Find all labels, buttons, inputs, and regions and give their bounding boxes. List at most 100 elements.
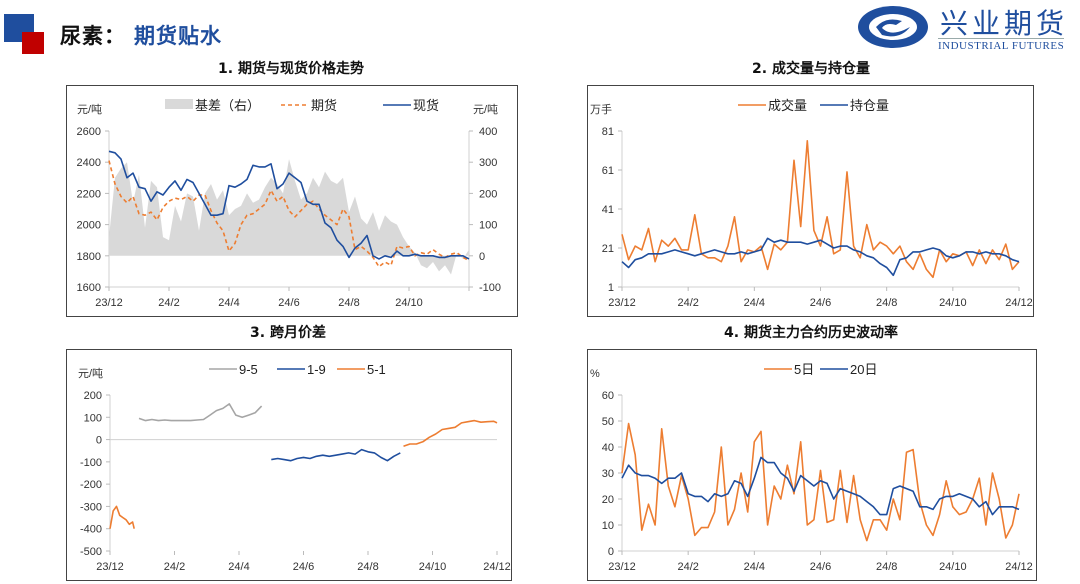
chart4-historical-volatility: 0 10 20 30 40 50 60% 23/12 24/2 24/4 24/6 24/8 24/10…: [587, 349, 1037, 581]
logo-english-name: INDUSTRIAL FUTURES: [938, 38, 1065, 52]
x-tick-label: 24/2: [677, 561, 698, 573]
page-title-accent: 期货贴水: [134, 24, 222, 48]
y-tick-label: -200: [80, 479, 102, 491]
y2-axis-unit: 元/吨: [473, 103, 498, 116]
y2-tick-label: 300: [479, 157, 497, 169]
y-tick-label: 20: [602, 494, 614, 506]
y-tick-label: 2200: [77, 188, 101, 200]
y-tick-label: 100: [84, 412, 102, 424]
y-tick-label: 10: [602, 520, 614, 532]
y2-tick-label: 100: [479, 220, 497, 232]
y-tick-label: 40: [602, 442, 614, 454]
x-tick-label: 23/12: [608, 561, 636, 573]
chart3-title: 3. 跨月价差: [250, 325, 326, 341]
x-tick-label: 24/6: [278, 297, 299, 309]
legend-label: 20日: [850, 362, 877, 377]
x-tick-label: 24/12: [1005, 561, 1033, 573]
page-title-prefix: 尿素：: [60, 24, 126, 48]
chart1-title: 1. 期货与现货价格走势: [218, 61, 364, 77]
x-tick-label: 24/4: [228, 561, 249, 573]
series-line: [108, 150, 470, 260]
legend-label: 基差（右）: [195, 98, 260, 113]
logo-swirl-icon: [858, 6, 928, 48]
y-tick-label: -500: [80, 546, 102, 558]
y-axis-unit: 元/吨: [77, 103, 102, 116]
x-tick-label: 24/4: [218, 297, 239, 309]
series-line: [621, 456, 1020, 516]
x-tick-label: 24/10: [419, 561, 447, 573]
x-tick-label: 24/10: [939, 561, 967, 573]
y-tick-label: 2400: [77, 157, 101, 169]
y-tick-label: 50: [602, 416, 614, 428]
chart3-plot: -500 -400 -300 -200 -100 0 100 200 元/吨 23/12 24/2 2…: [78, 362, 511, 573]
chart1-plot: 1600 1800 2000 2200 2400 2600 -100 0 100 200 300 40…: [77, 98, 502, 309]
y2-tick-label: 0: [479, 251, 485, 263]
x-tick-label: 23/12: [95, 297, 123, 309]
y-tick-label: -100: [80, 457, 102, 469]
series-line: [621, 422, 1020, 542]
legend-label: 9-5: [239, 362, 258, 377]
x-tick-label: 24/8: [876, 297, 897, 309]
basis-area: [109, 159, 469, 275]
x-tick-label: 23/12: [96, 561, 124, 573]
series-line: [108, 160, 470, 268]
chart1-price-trend: 1600 1800 2000 2200 2400 2600 -100 0 100 200 300 40…: [66, 85, 518, 317]
series-line: [621, 237, 1020, 277]
y-axis-unit: %: [590, 368, 600, 380]
x-tick-label: 24/10: [939, 297, 967, 309]
chart4-title: 4. 期货主力合约历史波动率: [724, 325, 898, 341]
legend-label: 5日: [794, 362, 814, 377]
series-line: [138, 403, 263, 422]
x-tick-label: 24/8: [338, 297, 359, 309]
x-tick-label: 24/4: [744, 561, 765, 573]
x-tick-label: 23/12: [608, 297, 636, 309]
y-tick-label: -400: [80, 524, 102, 536]
x-tick-label: 24/6: [810, 561, 831, 573]
x-tick-label: 24/2: [164, 561, 185, 573]
y-tick-label: 21: [602, 243, 614, 255]
y-tick-label: 41: [602, 204, 614, 216]
y-tick-label: 1800: [77, 251, 101, 263]
company-logo: 兴业期货 INDUSTRIAL FUTURES: [856, 2, 1080, 52]
y-tick-label: -300: [80, 501, 102, 513]
x-tick-label: 24/12: [1005, 297, 1033, 309]
y2-tick-label: 400: [479, 126, 497, 138]
y-tick-label: 2600: [77, 126, 101, 138]
x-tick-label: 24/8: [876, 561, 897, 573]
y-tick-label: 0: [608, 546, 614, 558]
chart3-calendar-spread: -500 -400 -300 -200 -100 0 100 200 元/吨 23/12 24/2 2…: [66, 349, 512, 581]
chart2-title: 2. 成交量与持仓量: [752, 61, 870, 77]
y-tick-label: 30: [602, 468, 614, 480]
page-title: 尿素： 期货贴水: [60, 20, 222, 50]
y2-tick-label: 200: [479, 188, 497, 200]
chart2-plot: 1 21 41 61 81 万手 23/12 24/2 24/4 24/6 24/8 24/10 24/…: [590, 98, 1033, 309]
chart4-plot: 0 10 20 30 40 50 60% 23/12 24/2 24/4 24/6 24/8 24/10…: [590, 362, 1033, 573]
y2-tick-label: -100: [479, 282, 501, 294]
x-tick-label: 24/12: [483, 561, 511, 573]
y-tick-label: 61: [602, 165, 614, 177]
y-tick-label: 1: [608, 282, 614, 294]
legend-swatch: [165, 99, 193, 109]
series-line: [109, 419, 498, 529]
x-tick-label: 24/10: [395, 297, 423, 309]
x-tick-label: 24/6: [810, 297, 831, 309]
logo-chinese-name: 兴业期货: [940, 7, 1069, 40]
legend-label: 5-1: [367, 362, 386, 377]
y-tick-label: 0: [96, 435, 102, 447]
brand-square-red: [22, 32, 44, 54]
legend-label: 1-9: [307, 362, 326, 377]
x-tick-label: 24/8: [357, 561, 378, 573]
legend-label: 期货: [311, 98, 337, 113]
y-tick-label: 200: [84, 390, 102, 402]
x-tick-label: 24/6: [293, 561, 314, 573]
y-axis-unit: 万手: [590, 102, 612, 116]
series-line: [271, 448, 401, 462]
y-axis-unit: 元/吨: [78, 367, 103, 380]
y-tick-label: 1600: [77, 282, 101, 294]
x-tick-label: 24/2: [677, 297, 698, 309]
x-tick-label: 24/4: [744, 297, 765, 309]
series-line: [621, 140, 1020, 279]
chart2-volume-open-interest: 1 21 41 61 81 万手 23/12 24/2 24/4 24/6 24/8 24/10 24/…: [587, 85, 1034, 317]
legend-label: 持仓量: [850, 98, 889, 113]
y-tick-label: 81: [602, 126, 614, 138]
